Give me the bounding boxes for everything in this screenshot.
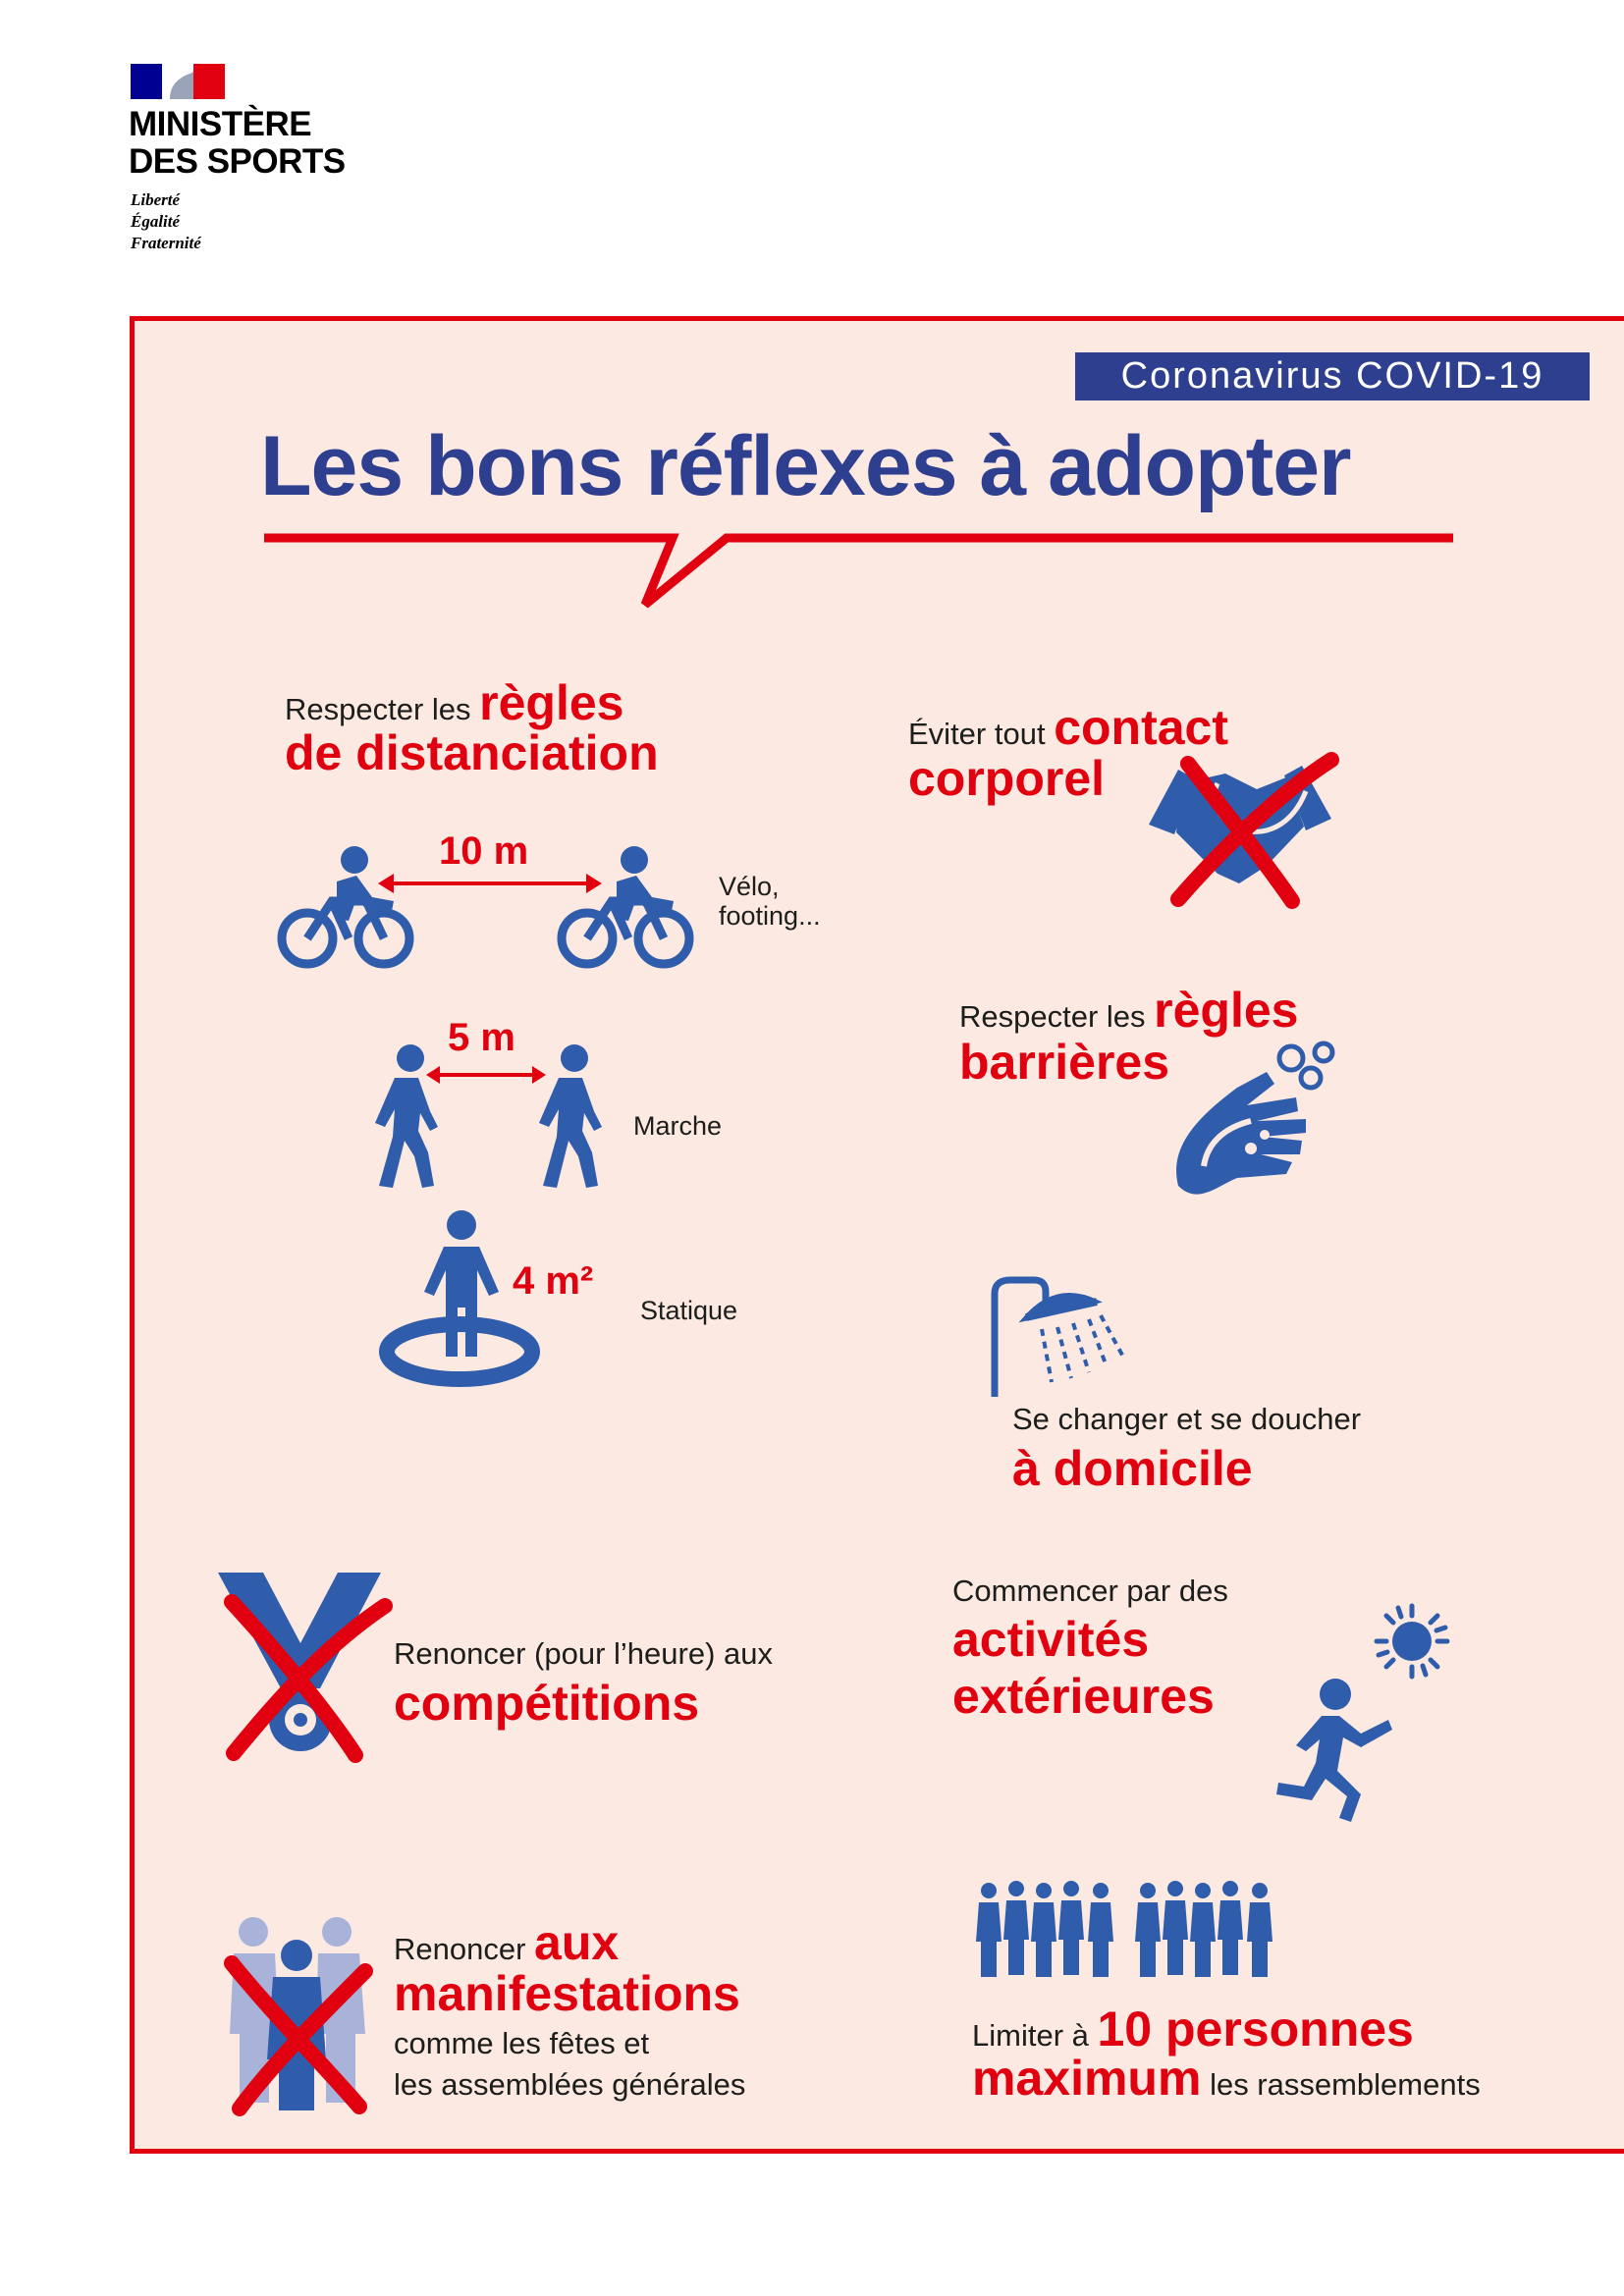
motto-egalite: Égalité <box>131 212 181 231</box>
distancing-intro: Respecter les <box>285 692 471 726</box>
outdoor-intro: Commencer par des <box>952 1574 1228 1608</box>
distancing-emphasis-1: règles <box>479 675 624 730</box>
competitions-emphasis: compétitions <box>394 1676 700 1731</box>
contact-intro-line: Éviter tout contact <box>908 703 1228 753</box>
distance-arrow-5m <box>426 1066 546 1084</box>
walker-icon-2 <box>539 1044 602 1188</box>
page-title: Les bons réflexes à adopter <box>260 419 1352 513</box>
distance-arrow-10m <box>378 874 602 893</box>
gatherings-intro-line: Limiter à 10 personnes <box>972 2004 1414 2055</box>
distance-label-5m: 5 m <box>448 1016 515 1059</box>
gatherings-intro: Limiter à <box>972 2018 1089 2053</box>
events-detail-2: les assemblées générales <box>394 2067 746 2102</box>
outdoor-emphasis-1: activités <box>952 1612 1150 1667</box>
covid-badge: Coronavirus COVID-19 <box>1075 352 1590 400</box>
gatherings-line-2: maximum les rassemblements <box>972 2054 1481 2104</box>
events-emphasis-2: manifestations <box>394 1966 740 2021</box>
walker-icon <box>375 1044 438 1188</box>
ministry-name-line-1: MINISTÈRE <box>129 105 312 143</box>
republic-motto: Liberté Égalité Fraternité <box>131 189 201 254</box>
title-speech-underline <box>264 533 1453 609</box>
group-of-ten-icon <box>976 1881 1272 1977</box>
cycling-label-line-1: Vélo, <box>719 872 780 901</box>
handshake-crossed-icon <box>1149 752 1339 909</box>
medal-crossed-icon <box>218 1573 393 1763</box>
contact-emphasis-2: corporel <box>908 751 1106 806</box>
sun-icon <box>1374 1603 1450 1680</box>
shower-intro: Se changer et se doucher <box>1012 1402 1362 1436</box>
cyclist-icon-2 <box>557 846 694 969</box>
events-intro-line: Renoncer aux <box>394 1918 619 1968</box>
distancing-emphasis-2: de distanciation <box>285 725 659 780</box>
crowd-crossed-icon <box>224 1917 373 2116</box>
walking-label: Marche <box>633 1111 723 1141</box>
contact-intro: Éviter tout <box>908 717 1046 751</box>
barriers-intro-line: Respecter les règles <box>959 986 1298 1036</box>
marianne-logo-icon <box>131 64 225 99</box>
static-label: Statique <box>640 1296 738 1325</box>
competitions-intro: Renoncer (pour l’heure) aux <box>394 1636 773 1671</box>
barriers-emphasis-2: barrières <box>959 1035 1170 1090</box>
distance-label-10m: 10 m <box>439 829 529 873</box>
motto-fraternite: Fraternité <box>131 234 201 252</box>
barriers-intro: Respecter les <box>959 999 1146 1034</box>
gatherings-emphasis-1: 10 personnes <box>1097 2002 1414 2056</box>
shower-icon <box>991 1276 1126 1397</box>
runner-icon <box>1276 1679 1392 1822</box>
poster-panel <box>130 316 1624 2154</box>
contact-emphasis-1: contact <box>1054 700 1228 755</box>
cyclist-icon <box>277 846 414 969</box>
outdoor-emphasis-2: extérieures <box>952 1669 1215 1724</box>
ministry-name: MINISTÈRE DES SPORTS <box>129 106 346 181</box>
standing-person-icon <box>379 1210 540 1387</box>
motto-liberte: Liberté <box>131 190 181 209</box>
events-emphasis-1: aux <box>534 1915 620 1970</box>
distancing-intro-line: Respecter les règles <box>285 678 623 728</box>
events-detail-1: comme les fêtes et <box>394 2026 650 2060</box>
hand-washing-icon <box>1176 1041 1335 1195</box>
ministry-name-line-2: DES SPORTS <box>129 142 346 181</box>
gatherings-detail: les rassemblements <box>1210 2067 1481 2102</box>
shower-emphasis: à domicile <box>1012 1441 1253 1496</box>
cycling-label-line-2: footing... <box>719 901 821 931</box>
distance-label-4m2: 4 m² <box>513 1259 594 1303</box>
gatherings-emphasis-2: maximum <box>972 2051 1202 2106</box>
events-intro: Renoncer <box>394 1932 526 1966</box>
barriers-emphasis-1: règles <box>1154 983 1299 1038</box>
